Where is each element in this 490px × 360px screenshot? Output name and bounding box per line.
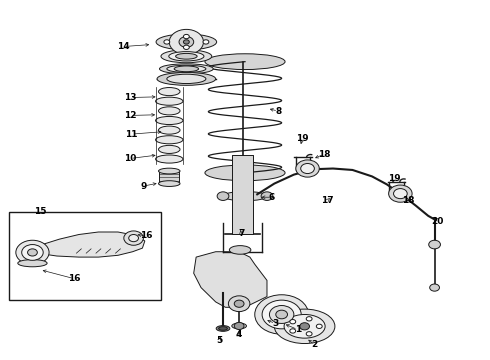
Text: 18: 18 — [318, 150, 330, 159]
Text: 1: 1 — [294, 325, 301, 334]
Polygon shape — [27, 232, 145, 257]
Circle shape — [164, 40, 170, 44]
Circle shape — [300, 323, 310, 330]
Circle shape — [430, 284, 440, 291]
Ellipse shape — [156, 116, 183, 125]
Circle shape — [179, 37, 194, 47]
Circle shape — [124, 231, 144, 245]
Circle shape — [276, 310, 288, 319]
Ellipse shape — [159, 64, 213, 74]
Ellipse shape — [159, 145, 180, 153]
Ellipse shape — [159, 168, 180, 174]
Ellipse shape — [229, 246, 251, 254]
Ellipse shape — [156, 155, 183, 163]
Circle shape — [129, 234, 139, 242]
Ellipse shape — [156, 136, 183, 144]
Circle shape — [169, 30, 203, 54]
Ellipse shape — [159, 107, 180, 115]
Ellipse shape — [159, 87, 180, 96]
Ellipse shape — [219, 327, 227, 330]
Circle shape — [296, 160, 319, 177]
Text: 5: 5 — [216, 336, 222, 345]
Ellipse shape — [161, 50, 212, 63]
Text: 10: 10 — [124, 154, 136, 163]
Ellipse shape — [174, 66, 198, 72]
Text: 14: 14 — [117, 42, 129, 51]
Text: 4: 4 — [236, 330, 243, 339]
Circle shape — [306, 317, 312, 321]
Ellipse shape — [205, 165, 285, 181]
Ellipse shape — [159, 181, 180, 186]
Circle shape — [255, 295, 309, 334]
Circle shape — [27, 249, 37, 256]
Text: 15: 15 — [34, 207, 47, 216]
Circle shape — [270, 306, 294, 323]
Circle shape — [429, 240, 441, 249]
Ellipse shape — [216, 325, 230, 331]
Circle shape — [183, 35, 189, 39]
Circle shape — [203, 40, 209, 44]
Ellipse shape — [18, 260, 47, 267]
Text: 3: 3 — [272, 319, 278, 328]
Ellipse shape — [159, 126, 180, 134]
Ellipse shape — [156, 34, 217, 50]
Circle shape — [393, 189, 407, 199]
Bar — [9, 212, 161, 300]
Circle shape — [301, 163, 315, 174]
Ellipse shape — [156, 97, 183, 105]
Ellipse shape — [284, 315, 325, 338]
Ellipse shape — [274, 309, 335, 343]
Text: 13: 13 — [124, 93, 136, 102]
Text: 18: 18 — [402, 195, 415, 204]
Circle shape — [217, 192, 229, 201]
Circle shape — [306, 332, 312, 336]
Circle shape — [22, 244, 43, 260]
Circle shape — [234, 322, 244, 329]
Circle shape — [290, 320, 295, 324]
Circle shape — [262, 300, 301, 329]
Circle shape — [261, 192, 273, 201]
Circle shape — [183, 40, 189, 44]
Circle shape — [389, 185, 412, 202]
Text: 11: 11 — [125, 130, 138, 139]
Text: 16: 16 — [140, 231, 152, 240]
Circle shape — [228, 296, 250, 312]
Ellipse shape — [167, 65, 206, 72]
Ellipse shape — [223, 192, 267, 201]
Ellipse shape — [157, 72, 216, 85]
Text: 17: 17 — [321, 196, 333, 205]
Text: 20: 20 — [431, 217, 444, 226]
Circle shape — [183, 45, 189, 49]
Circle shape — [16, 240, 49, 265]
Text: 16: 16 — [68, 274, 80, 283]
Bar — [232, 155, 253, 234]
Ellipse shape — [169, 51, 204, 61]
Ellipse shape — [232, 323, 246, 329]
Text: 8: 8 — [275, 107, 281, 116]
Ellipse shape — [167, 74, 206, 84]
Text: 19: 19 — [296, 134, 309, 143]
Text: 2: 2 — [311, 341, 318, 350]
Text: 12: 12 — [124, 111, 136, 120]
Bar — [159, 171, 179, 184]
Circle shape — [317, 324, 322, 328]
Text: 6: 6 — [269, 193, 275, 202]
Ellipse shape — [205, 54, 285, 69]
Ellipse shape — [175, 53, 197, 59]
Text: 19: 19 — [388, 175, 400, 184]
Text: 9: 9 — [140, 181, 147, 190]
Circle shape — [290, 329, 295, 333]
Polygon shape — [194, 252, 267, 307]
Text: 7: 7 — [238, 229, 245, 238]
Circle shape — [234, 300, 244, 307]
